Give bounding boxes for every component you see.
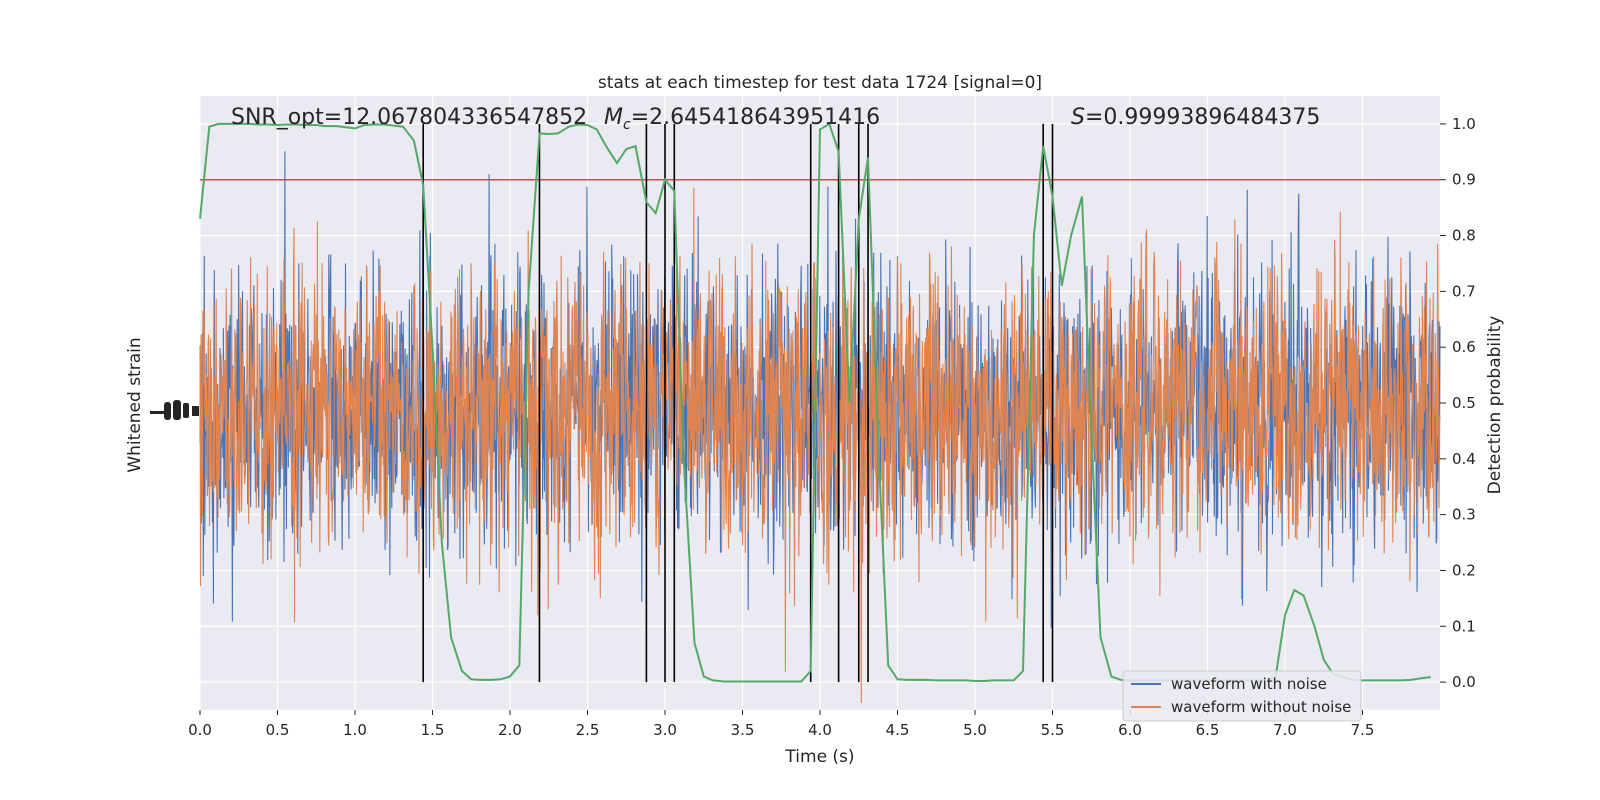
y-tick-label-2: 0.2 — [1452, 561, 1476, 579]
snr-annotation: SNR_opt=12.067804336547852 — [231, 105, 587, 130]
x-tick-label-10: 5.0 — [963, 721, 987, 739]
legend: waveform with noise waveform without noi… — [1122, 670, 1362, 722]
y-tick-label-9: 0.9 — [1452, 171, 1476, 189]
y-tick-label-4: 0.4 — [1452, 450, 1476, 468]
x-tick-label-8: 4.0 — [808, 721, 832, 739]
x-tick-label-9: 4.5 — [886, 721, 910, 739]
y-tick-label-1: 0.1 — [1452, 617, 1476, 635]
x-tick-label-2: 1.0 — [343, 721, 367, 739]
left-axis-tick-cluster — [150, 400, 199, 420]
x-tick-label-1: 0.5 — [266, 721, 290, 739]
strain-series — [199, 151, 1441, 704]
y-tick-label-6: 0.6 — [1452, 338, 1476, 356]
s-annotation: S=0.99993896484375 — [1071, 105, 1320, 130]
legend-label-clean: waveform without noise — [1171, 698, 1351, 716]
strain-line-1 — [199, 187, 1441, 704]
x-tick-label-6: 3.0 — [653, 721, 677, 739]
x-tick-label-5: 2.5 — [576, 721, 600, 739]
y-tick-label-10: 1.0 — [1452, 115, 1476, 133]
x-tick-label-3: 1.5 — [421, 721, 445, 739]
legend-box — [1122, 670, 1362, 722]
y-tick-label-8: 0.8 — [1452, 227, 1476, 245]
x-tick-label-14: 7.0 — [1273, 721, 1297, 739]
x-tick-label-12: 6.0 — [1118, 721, 1142, 739]
y-axis-label-right: Detection probability — [1485, 316, 1505, 495]
x-tick-label-0: 0.0 — [188, 721, 212, 739]
x-tick-label-4: 2.0 — [498, 721, 522, 739]
y-tick-label-5: 0.5 — [1452, 394, 1476, 412]
y-tick-label-3: 0.3 — [1452, 506, 1476, 524]
x-ticks: 0.0 0.5 1.0 1.5 2.0 2.5 3.0 3.5 4.0 4.5 5.0 5.5 6.0 6… — [188, 710, 1374, 739]
x-tick-label-7: 3.5 — [731, 721, 755, 739]
y-tick-label-0: 0.0 — [1452, 673, 1476, 691]
legend-label-noise: waveform with noise — [1171, 675, 1327, 693]
trigger-lines — [422, 123, 1054, 683]
mc-annotation: Mc=2.645418643951416 — [604, 105, 880, 133]
y-ticks-right: 0.0 0.1 0.2 0.3 0.4 0.5 0.6 0.7 0.8 0.9 1.0 — [1440, 115, 1476, 691]
x-tick-label-11: 5.5 — [1041, 721, 1065, 739]
y-axis-label-left: Whitened strain — [125, 337, 145, 472]
x-tick-label-15: 7.5 — [1351, 721, 1375, 739]
x-tick-label-13: 6.5 — [1196, 721, 1220, 739]
chart-title: stats at each timestep for test data 172… — [598, 73, 1042, 93]
y-tick-label-7: 0.7 — [1452, 282, 1476, 300]
x-axis-label: Time (s) — [784, 747, 854, 767]
